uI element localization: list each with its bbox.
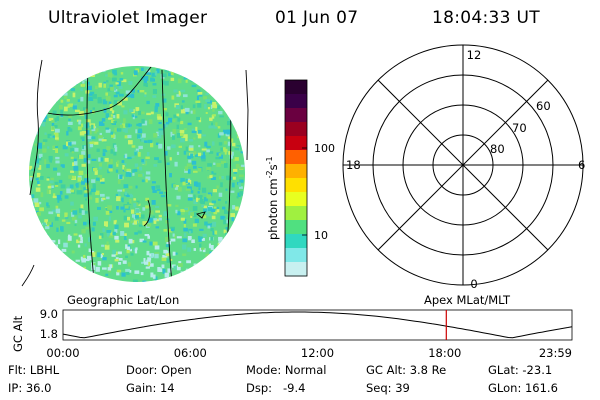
colorbar-segment bbox=[285, 234, 307, 249]
uv-image-disk bbox=[21, 59, 249, 287]
colorbar-unit-label: photon cm-2s-1 bbox=[265, 156, 280, 240]
polar-mlat-mlt-plot bbox=[342, 44, 584, 286]
altitude-time-tick-label: 23:59 bbox=[539, 346, 572, 360]
colorbar-tick-10: 10 bbox=[314, 229, 328, 242]
altitude-time-tick-label: 12:00 bbox=[301, 346, 334, 360]
colorbar-segment bbox=[285, 262, 307, 277]
altitude-tick-max: 9.0 bbox=[40, 307, 58, 321]
mode-readout: Mode: Normal bbox=[246, 363, 327, 377]
gain-readout: Gain: 14 bbox=[126, 381, 175, 395]
ip-readout: IP: 36.0 bbox=[8, 381, 52, 395]
colorbar-segment bbox=[285, 122, 307, 137]
glon-value: 161.6 bbox=[524, 381, 558, 395]
polar-label-mlt-12: 12 bbox=[467, 48, 482, 62]
polar-label-mlt-6: 6 bbox=[578, 158, 585, 172]
colorbar-segment bbox=[285, 220, 307, 235]
colorbar-segment bbox=[285, 192, 307, 207]
dsp-value: -9.4 bbox=[283, 381, 306, 395]
gc-altitude-readout: GC Alt: 3.8 Re bbox=[366, 363, 447, 377]
colorbar-segment bbox=[285, 80, 307, 95]
ip-value: 36.0 bbox=[25, 381, 52, 395]
polar-label-lat-60: 60 bbox=[536, 99, 551, 113]
coastline-outline bbox=[21, 59, 249, 287]
colorbar-segment bbox=[285, 108, 307, 123]
glat-value: -23.1 bbox=[522, 363, 553, 377]
colorbar-segment bbox=[285, 150, 307, 165]
geographic-grid-label: Geographic Lat/Lon bbox=[67, 293, 179, 307]
altitude-time-tick-label: 00:00 bbox=[46, 346, 79, 360]
door-readout: Door: Open bbox=[126, 363, 192, 377]
altitude-curve bbox=[62, 311, 573, 339]
mode-value: Normal bbox=[284, 363, 327, 377]
glat-readout: GLat: -23.1 bbox=[488, 363, 553, 377]
gain-value: 14 bbox=[159, 381, 175, 395]
colorbar-segment bbox=[285, 136, 307, 151]
altitude-time-tick-label: 18:00 bbox=[428, 346, 461, 360]
seq-readout: Seq: 39 bbox=[366, 381, 410, 395]
image-time: 18:04:33 UT bbox=[432, 8, 540, 28]
altitude-tick-min: 1.8 bbox=[40, 327, 58, 341]
polar-label-mlt-18: 18 bbox=[346, 158, 361, 172]
colorbar-segment bbox=[285, 178, 307, 193]
altitude-axis-label: GC Alt bbox=[11, 315, 25, 352]
polar-label-mlt-0: 0 bbox=[470, 277, 477, 291]
seq-value: 39 bbox=[395, 381, 410, 395]
filter-value: LBHL bbox=[29, 363, 60, 377]
colorbar: 100 10 photon cm-2s-1 bbox=[265, 79, 335, 277]
gc-altitude-value: 3.8 Re bbox=[409, 363, 447, 377]
colorbar-segment bbox=[285, 164, 307, 179]
colorbar-segment bbox=[285, 94, 307, 109]
filter-readout: Flt: LBHL bbox=[8, 363, 60, 377]
colorbar-segment bbox=[285, 206, 307, 221]
polar-label-lat-80: 80 bbox=[490, 142, 505, 156]
altitude-plot: GC Alt 9.0 1.8 00:00 06:00 12:00 18:00 23:59 bbox=[11, 307, 573, 360]
dsp-readout: Dsp: -9.4 bbox=[246, 381, 306, 395]
polar-label-lat-70: 70 bbox=[512, 121, 527, 135]
instrument-title: Ultraviolet Imager bbox=[48, 8, 208, 28]
altitude-time-tick-label: 06:00 bbox=[174, 346, 207, 360]
colorbar-segment bbox=[285, 248, 307, 263]
apex-grid-label: Apex MLat/MLT bbox=[424, 293, 511, 307]
glon-readout: GLon: 161.6 bbox=[488, 381, 558, 395]
image-date: 01 Jun 07 bbox=[275, 8, 359, 28]
colorbar-tick-100: 100 bbox=[314, 142, 335, 155]
door-value: Open bbox=[160, 363, 192, 377]
